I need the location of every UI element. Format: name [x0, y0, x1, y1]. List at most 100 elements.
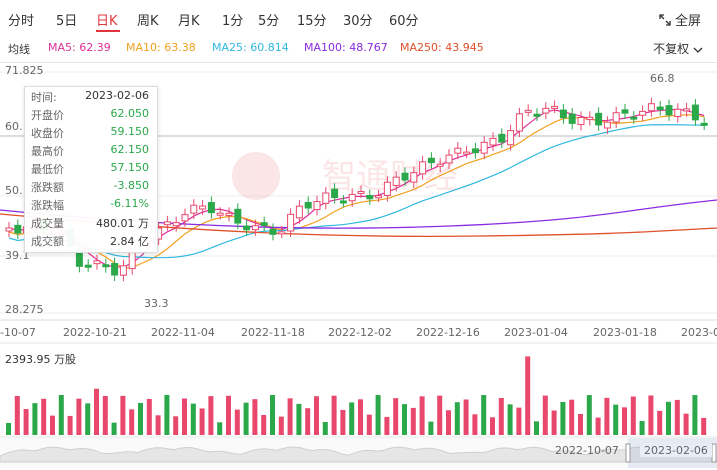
candle-body [14, 224, 22, 234]
volume-bar [701, 417, 707, 435]
tab-15min[interactable]: 15分 [297, 14, 327, 29]
candle-body [436, 163, 444, 167]
adjust-select[interactable]: 不复权 [653, 40, 703, 57]
candle-body [595, 112, 603, 126]
candle-body [339, 200, 347, 204]
candle-body [480, 141, 488, 154]
candle-body [383, 181, 391, 197]
volume-bar [182, 398, 187, 435]
candle-body [348, 193, 356, 202]
fullscreen-label: 全屏 [674, 14, 701, 29]
volume-bar [525, 356, 531, 435]
volume-bar [639, 420, 645, 435]
watermark-logo [232, 152, 280, 200]
volume-bar [349, 402, 355, 435]
adjust-label: 不复权 [653, 42, 690, 56]
volume-bar [437, 395, 443, 435]
navigator-end-date: 2023-02-06 [640, 444, 712, 457]
candle-body [5, 227, 13, 232]
candle-body [181, 214, 189, 222]
volume-bar [58, 395, 64, 435]
volume-bar [498, 398, 504, 435]
volume-bar [23, 409, 29, 435]
candle-body [84, 264, 92, 268]
volume-bar [551, 410, 557, 435]
candle-body [454, 147, 462, 154]
volume-bar [578, 414, 583, 435]
candle-body [278, 231, 286, 235]
volume-bar [366, 414, 372, 435]
candle-body [656, 106, 664, 110]
candle-body [199, 205, 207, 210]
candle-body [225, 212, 233, 217]
tooltip-value: 62.050 [110, 107, 150, 120]
volume-bar [243, 402, 249, 435]
data-tooltip: 时间: 2023-02-06 开盘价 62.050 收盘价 59.150 最高价 62.… [24, 86, 158, 253]
tab-weekly-k[interactable]: 周K [137, 14, 159, 29]
volume-bar [402, 404, 407, 435]
volume-bar [41, 398, 47, 435]
tooltip-key: 涨跌幅 [31, 199, 64, 212]
volume-bar [375, 395, 381, 435]
chart-grid [0, 71, 717, 438]
tooltip-key: 最低价 [31, 163, 64, 176]
active-tab-indicator [96, 30, 120, 32]
volume-bar [252, 399, 258, 435]
tab-monthly-k[interactable]: 月K [178, 14, 200, 29]
volume-bar [569, 399, 575, 435]
candle-body [515, 113, 523, 132]
volume-bar [14, 395, 20, 435]
volume-bar [393, 398, 399, 435]
volume-bar [67, 415, 73, 435]
candle-body [322, 192, 330, 204]
tooltip-key: 涨跌额 [31, 181, 64, 194]
volume-bar [287, 398, 293, 435]
candle-body [621, 109, 629, 114]
volume-bar [155, 415, 161, 435]
candle-body [401, 172, 409, 181]
price-axis-50: 50. [5, 184, 23, 197]
tab-30min[interactable]: 30分 [343, 14, 373, 29]
volume-bar [516, 407, 522, 435]
volume-bar [630, 396, 636, 435]
volume-bar [657, 410, 663, 435]
volume-max-label: 2393.95 万股 [5, 353, 76, 366]
candle-body [577, 116, 585, 125]
volume-bar [6, 423, 11, 435]
candle-body [287, 213, 295, 232]
date-label-1: -10-07 [0, 326, 36, 339]
date-label-5: 2022-12-02 [328, 326, 392, 339]
volume-bar [102, 396, 108, 435]
ma5-value: MA5: 62.39 [48, 41, 111, 54]
tab-5min[interactable]: 5分 [258, 14, 280, 29]
navigator-handle-right [711, 443, 717, 463]
volume-bar [278, 416, 284, 435]
tab-5day[interactable]: 5日 [56, 14, 78, 29]
candle-body [410, 172, 418, 183]
volume-bar [542, 395, 548, 435]
period-tabs: 分时 5日 日K 周K 月K 1分 5分 15分 30分 60分 全屏 [0, 0, 717, 36]
candle-body [269, 228, 277, 235]
candle-body [243, 225, 251, 231]
candle-body [559, 109, 567, 119]
volume-bar [208, 396, 214, 435]
tab-daily-k[interactable]: 日K [96, 14, 118, 29]
fullscreen-button[interactable]: 全屏 [659, 10, 701, 29]
candle-body [216, 212, 224, 216]
volume-bar [613, 404, 619, 435]
tab-60min[interactable]: 60分 [389, 14, 419, 29]
chevron-down-icon [693, 47, 703, 53]
candle-body [471, 148, 479, 154]
tooltip-value: 62.150 [110, 143, 150, 156]
tab-1min[interactable]: 1分 [222, 14, 244, 29]
candle-body [427, 157, 435, 164]
candle-body [463, 151, 471, 155]
candle-body [533, 113, 541, 117]
volume-bar [384, 416, 390, 435]
tooltip-key: 成交量 [31, 217, 64, 230]
candle-body [674, 108, 682, 118]
tab-intraday[interactable]: 分时 [8, 14, 35, 29]
volume-bar [358, 399, 363, 435]
watermark: 智通财经 [232, 152, 458, 200]
